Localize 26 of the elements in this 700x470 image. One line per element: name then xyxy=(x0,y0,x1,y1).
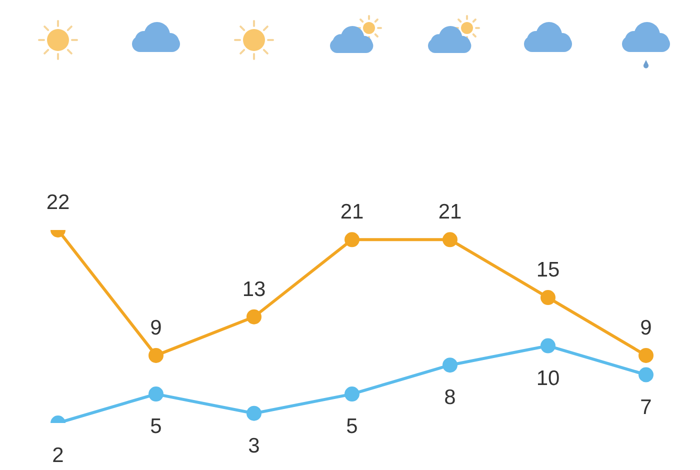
data-label: 10 xyxy=(536,366,560,390)
data-label: 13 xyxy=(242,278,266,301)
point xyxy=(638,348,654,363)
point xyxy=(344,232,360,248)
data-label: 8 xyxy=(444,386,456,410)
data-label: 9 xyxy=(640,316,652,340)
point xyxy=(246,406,262,421)
data-label: 7 xyxy=(640,396,652,419)
point xyxy=(344,386,360,402)
data-label: 22 xyxy=(46,191,70,214)
data-label: 21 xyxy=(438,200,462,224)
point xyxy=(540,338,556,354)
point xyxy=(148,386,164,402)
data-label: 5 xyxy=(346,415,358,438)
point xyxy=(638,367,654,382)
data-label: 3 xyxy=(248,434,260,458)
point xyxy=(442,232,458,248)
data-label: 2 xyxy=(52,444,64,467)
point xyxy=(148,348,164,363)
data-label: 5 xyxy=(150,415,162,438)
data-label: 15 xyxy=(536,258,560,282)
data-label: 21 xyxy=(340,200,364,224)
point xyxy=(246,309,262,324)
point xyxy=(442,358,458,373)
point xyxy=(540,290,556,306)
data-label: 9 xyxy=(150,316,162,340)
